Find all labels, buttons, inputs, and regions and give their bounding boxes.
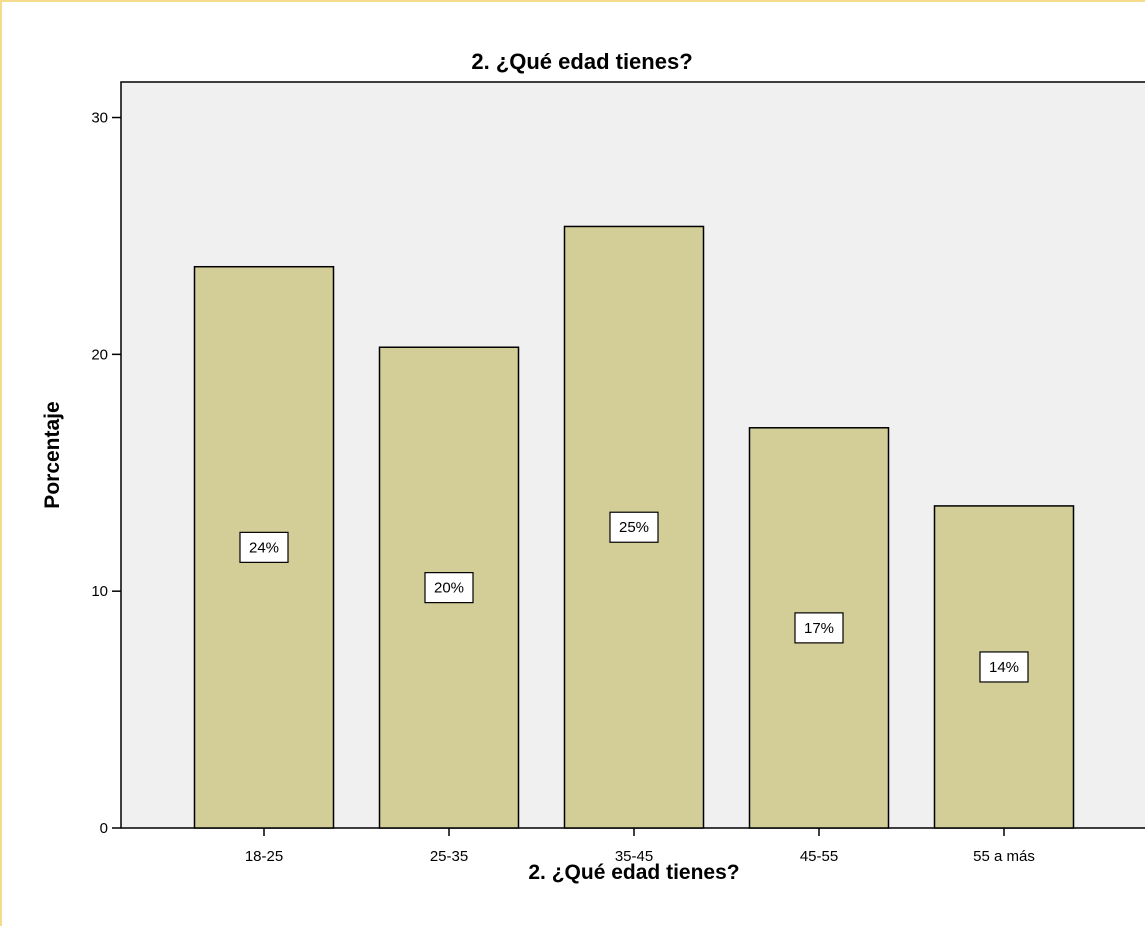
data-label: 17% [804,620,834,637]
y-tick-label: 30 [91,110,108,127]
data-label: 14% [989,659,1019,676]
data-label-box [609,511,659,543]
x-axis: 18-25 25-35 35-45 45-55 55 a más [245,828,1035,865]
data-label: 20% [434,580,464,597]
data-label-box [424,572,474,604]
chart-title: 2. ¿Qué edad tienes? [471,49,692,74]
data-label-box [239,531,289,563]
data-label: 24% [249,539,279,556]
x-axis-title: 2. ¿Qué edad tienes? [528,861,739,884]
x-tick-label: 35-45 [615,848,653,865]
y-tick-label: 0 [100,820,108,837]
y-axis: 0 10 20 30 [91,110,121,837]
data-label-box [979,651,1029,683]
data-labels-group: 24% 20% 25% 17% 14% [239,511,1029,683]
y-tick-label: 10 [91,583,108,600]
x-tick-label: 55 a más [973,848,1035,865]
data-label: 25% [619,519,649,536]
bars-group [193,225,1075,829]
y-axis-title: Porcentaje [41,401,64,508]
data-label-box [794,612,844,644]
y-tick-label: 20 [91,346,108,363]
x-tick-label: 18-25 [245,848,283,865]
x-tick-label: 45-55 [800,848,838,865]
x-tick-label: 25-35 [430,848,468,865]
